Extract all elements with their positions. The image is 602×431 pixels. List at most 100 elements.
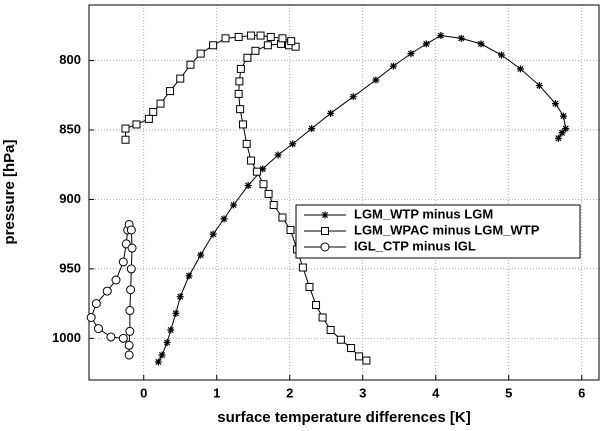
marker (124, 350, 134, 360)
marker (176, 74, 185, 83)
marker (86, 313, 96, 322)
marker (144, 114, 153, 123)
marker (422, 40, 430, 48)
marker (278, 213, 287, 222)
marker (166, 87, 175, 96)
marker (355, 352, 364, 361)
marker (289, 140, 297, 148)
marker (286, 226, 295, 234)
marker (312, 301, 321, 309)
marker (221, 34, 230, 43)
marker (235, 77, 244, 86)
marker (298, 263, 307, 272)
marker (154, 358, 162, 366)
x-tick-label: 3 (359, 385, 366, 400)
marker (186, 60, 195, 69)
marker (320, 242, 330, 252)
marker (239, 120, 248, 129)
x-tick-label: 4 (432, 385, 440, 400)
marker (554, 134, 562, 142)
marker (185, 272, 193, 280)
marker (121, 135, 130, 144)
marker (263, 41, 272, 50)
marker (93, 324, 103, 334)
marker (132, 120, 141, 129)
marker (558, 129, 566, 137)
marker (266, 32, 275, 41)
marker (349, 93, 357, 101)
marker (125, 326, 135, 336)
marker (176, 293, 184, 301)
plot-frame (88, 4, 600, 381)
marker (259, 180, 268, 189)
marker (321, 211, 329, 219)
marker (372, 76, 380, 84)
marker (562, 125, 570, 133)
marker (389, 62, 397, 70)
marker (209, 41, 218, 50)
marker (321, 227, 329, 235)
marker (126, 225, 136, 235)
marker (197, 251, 205, 259)
marker (125, 306, 135, 316)
x-tick-label: 6 (578, 385, 585, 400)
marker (230, 201, 238, 209)
marker (124, 340, 134, 350)
marker (111, 275, 121, 285)
marker (118, 333, 128, 343)
marker (308, 125, 316, 133)
x-tick-label: 2 (286, 385, 293, 400)
series-line (157, 35, 567, 363)
marker (278, 34, 287, 43)
marker (167, 326, 175, 334)
legend-box (295, 204, 581, 259)
marker (247, 31, 256, 40)
marker (535, 82, 543, 90)
marker (118, 257, 128, 267)
marker (516, 65, 524, 73)
marker (251, 46, 260, 55)
marker (457, 34, 465, 42)
marker (156, 99, 165, 108)
marker (497, 51, 505, 59)
legend-label: IGL_CTP minus IGL (354, 238, 476, 253)
marker (259, 165, 267, 173)
marker (236, 105, 245, 114)
marker (102, 286, 112, 296)
marker (560, 112, 567, 120)
marker (126, 285, 136, 295)
marker (172, 309, 180, 317)
x-tick-label: 5 (505, 385, 512, 400)
x-axis-label: surface temperature differences [K] (217, 409, 470, 426)
x-tick-label: 0 (140, 385, 147, 400)
marker (127, 243, 137, 253)
marker (318, 313, 327, 322)
marker (220, 215, 228, 223)
marker (234, 89, 243, 98)
marker (264, 189, 273, 198)
legend-label: LGM_WTP minus LGM (354, 206, 493, 221)
marker (247, 156, 256, 165)
x-tick-label: 1 (213, 385, 220, 400)
marker (551, 100, 559, 108)
legend-label: LGM_WPAC minus LGM_WTP (354, 222, 540, 237)
y-tick-label: 900 (59, 191, 81, 206)
marker (106, 332, 116, 342)
y-tick-label: 800 (59, 52, 81, 67)
marker (163, 339, 171, 346)
series-line (125, 35, 367, 361)
marker (121, 124, 130, 133)
marker (256, 31, 265, 40)
marker (236, 64, 245, 73)
marker (327, 109, 335, 117)
marker (209, 230, 217, 238)
marker (252, 167, 261, 176)
marker (149, 107, 158, 116)
y-tick-label: 850 (59, 121, 81, 136)
marker (91, 299, 101, 309)
marker (242, 139, 251, 148)
marker (196, 49, 205, 58)
marker (274, 151, 282, 159)
marker (336, 335, 345, 344)
